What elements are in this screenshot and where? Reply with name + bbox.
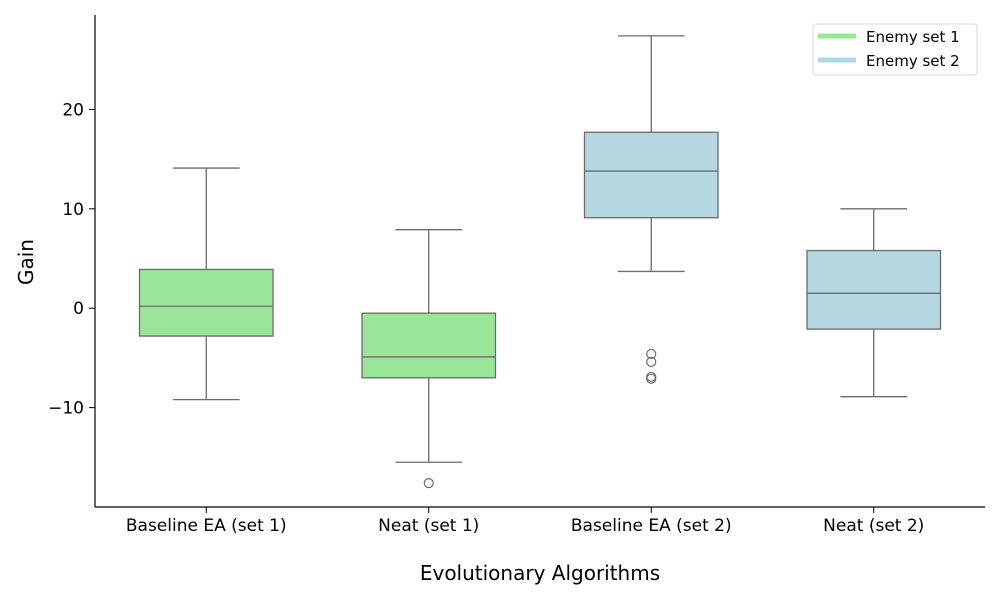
box-group [361, 229, 497, 489]
x-tick-label: Neat (set 1) [378, 516, 479, 536]
legend: Enemy set 1 Enemy set 2 [812, 23, 978, 76]
axes [94, 15, 985, 508]
y-tick-label: 20 [62, 100, 84, 120]
outlier-point [646, 356, 657, 367]
outlier-point [646, 371, 657, 382]
box-group [138, 167, 274, 401]
y-tick-label: −10 [48, 399, 84, 419]
x-tick-label: Baseline EA (set 1) [126, 516, 287, 536]
y-axis-title: Gain [14, 239, 38, 285]
y-ticks: −10 0 10 20 [48, 100, 95, 419]
iqr-box [806, 249, 942, 330]
box-group [583, 35, 719, 384]
iqr-box [138, 268, 274, 337]
y-tick-label: 0 [73, 299, 84, 319]
iqr-box [361, 312, 497, 379]
y-tick-label: 10 [62, 200, 84, 220]
x-ticks: Baseline EA (set 1) Neat (set 1) Baseline … [126, 507, 924, 536]
legend-label-set-2: Enemy set 2 [866, 52, 960, 70]
box-group [806, 208, 942, 398]
x-tick-label: Baseline EA (set 2) [571, 516, 732, 536]
legend-label-set-1: Enemy set 1 [866, 28, 960, 46]
x-axis-title: Evolutionary Algorithms [420, 561, 660, 585]
outlier-point [423, 478, 434, 489]
plot-marks [138, 35, 942, 489]
outlier-point [646, 373, 657, 384]
outlier-point [646, 348, 657, 360]
iqr-box [583, 131, 719, 219]
x-tick-label: Neat (set 2) [823, 516, 924, 536]
